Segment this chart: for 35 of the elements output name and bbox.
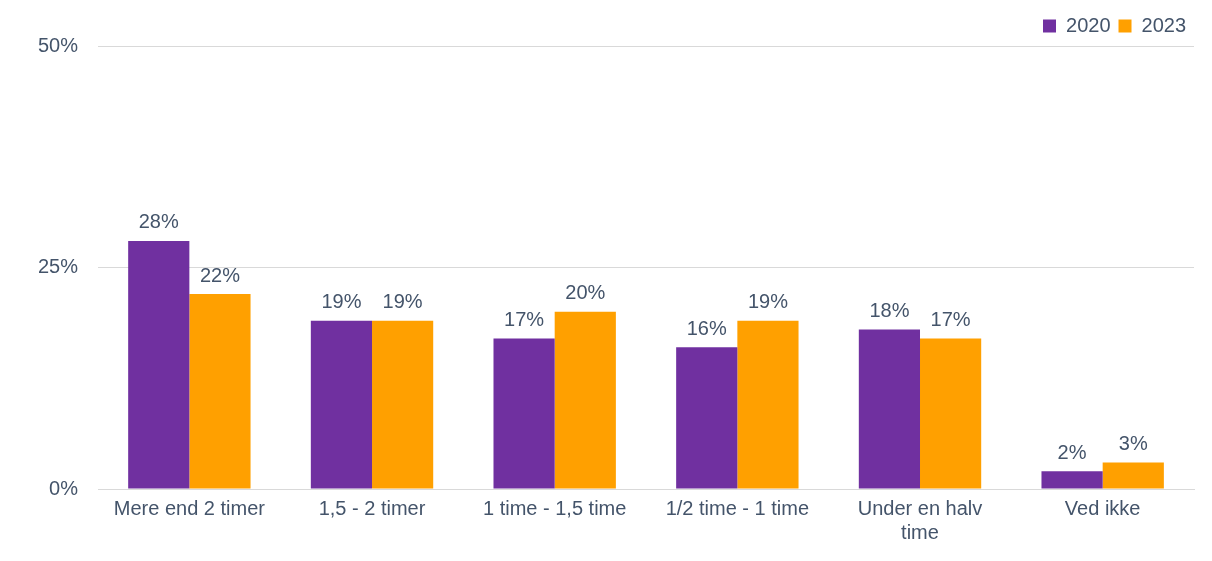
bar [1041,471,1103,489]
y-tick-label: 50% [38,33,79,56]
legend-label: 2020 [1066,13,1111,36]
bar [1102,462,1164,489]
bar [189,294,251,489]
bar [493,338,555,489]
data-label: 28% [138,210,179,233]
bar [310,320,373,489]
x-tick-label: Under en halv time [857,496,983,543]
data-label: 19% [321,290,362,313]
data-label: 17% [930,307,971,330]
bar [858,329,921,489]
data-label: 19% [382,290,423,313]
bar [676,347,738,489]
bar [737,320,799,489]
bar [920,338,982,489]
bar [128,240,190,489]
bar [372,320,434,489]
data-label: 19% [747,290,789,313]
x-tick-label: 1 time - 1,5 time [482,496,627,519]
y-tick-label: 0% [49,476,79,499]
data-label: 22% [199,263,241,286]
data-label: 16% [686,316,727,339]
x-tick-label: Ved ikke [1064,496,1141,519]
y-tick-label: 25% [38,255,79,278]
data-label: 20% [565,281,606,304]
data-label: 18% [869,299,910,322]
data-label: 2% [1057,440,1087,463]
legend-label: 2023 [1141,13,1187,36]
x-tick-label: Mere end 2 timer [113,496,266,519]
x-tick-label: 1,5 - 2 timer [318,496,426,519]
x-tick-label: 1/2 time - 1 time [665,496,810,519]
bar [554,311,616,489]
data-label: 17% [504,307,545,330]
data-label: 3% [1118,431,1148,454]
